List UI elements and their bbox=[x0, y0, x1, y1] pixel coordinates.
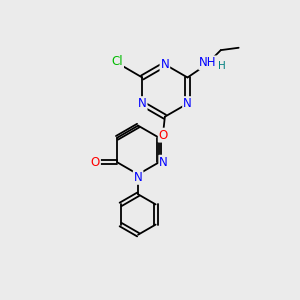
Text: N: N bbox=[134, 171, 142, 184]
Text: H: H bbox=[218, 61, 225, 71]
Text: O: O bbox=[159, 129, 168, 142]
Text: N: N bbox=[159, 156, 168, 169]
Text: Cl: Cl bbox=[111, 55, 123, 68]
Text: N: N bbox=[138, 97, 147, 110]
Text: N: N bbox=[183, 97, 192, 110]
Text: NH: NH bbox=[199, 56, 217, 69]
Text: N: N bbox=[160, 58, 169, 71]
Text: O: O bbox=[91, 156, 100, 169]
